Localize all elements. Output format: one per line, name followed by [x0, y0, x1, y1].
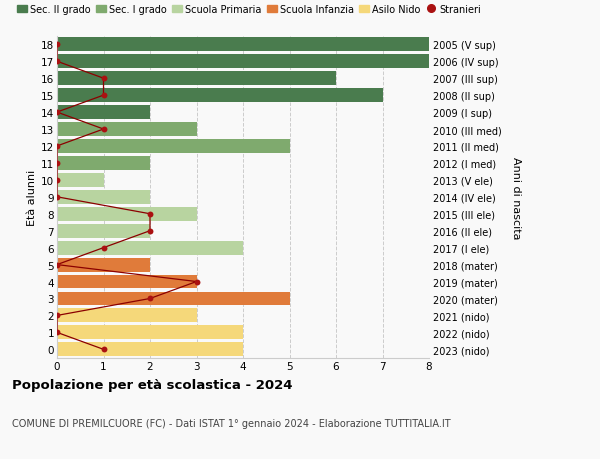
Point	[145, 228, 155, 235]
Bar	[57, 106, 150, 120]
Bar	[57, 207, 197, 221]
Point	[145, 295, 155, 302]
Y-axis label: Età alunni: Età alunni	[27, 169, 37, 225]
Bar	[57, 157, 150, 170]
Point	[98, 245, 109, 252]
Point	[52, 194, 62, 201]
Point	[52, 143, 62, 150]
Bar	[57, 292, 290, 306]
Point	[52, 41, 62, 49]
Bar	[57, 275, 197, 289]
Point	[52, 160, 62, 167]
Point	[52, 58, 62, 66]
Bar	[57, 123, 197, 137]
Bar	[57, 241, 243, 255]
Bar	[57, 190, 150, 204]
Point	[192, 278, 202, 285]
Text: Popolazione per età scolastica - 2024: Popolazione per età scolastica - 2024	[12, 379, 293, 392]
Bar	[57, 342, 243, 357]
Bar	[57, 38, 429, 52]
Bar	[57, 326, 243, 340]
Point	[98, 126, 109, 134]
Point	[145, 211, 155, 218]
Bar	[57, 55, 429, 69]
Text: COMUNE DI PREMILCUORE (FC) - Dati ISTAT 1° gennaio 2024 - Elaborazione TUTTITALI: COMUNE DI PREMILCUORE (FC) - Dati ISTAT …	[12, 418, 451, 428]
Bar	[57, 89, 383, 103]
Point	[52, 312, 62, 319]
Bar	[57, 72, 336, 86]
Point	[98, 92, 109, 100]
Bar	[57, 258, 150, 272]
Point	[52, 109, 62, 117]
Point	[52, 329, 62, 336]
Point	[98, 346, 109, 353]
Bar	[57, 174, 104, 187]
Bar	[57, 224, 150, 238]
Legend: Sec. II grado, Sec. I grado, Scuola Primaria, Scuola Infanzia, Asilo Nido, Stran: Sec. II grado, Sec. I grado, Scuola Prim…	[17, 5, 481, 15]
Point	[52, 177, 62, 184]
Point	[52, 261, 62, 269]
Bar	[57, 309, 197, 323]
Bar	[57, 140, 290, 154]
Y-axis label: Anni di nascita: Anni di nascita	[511, 156, 521, 239]
Point	[98, 75, 109, 83]
